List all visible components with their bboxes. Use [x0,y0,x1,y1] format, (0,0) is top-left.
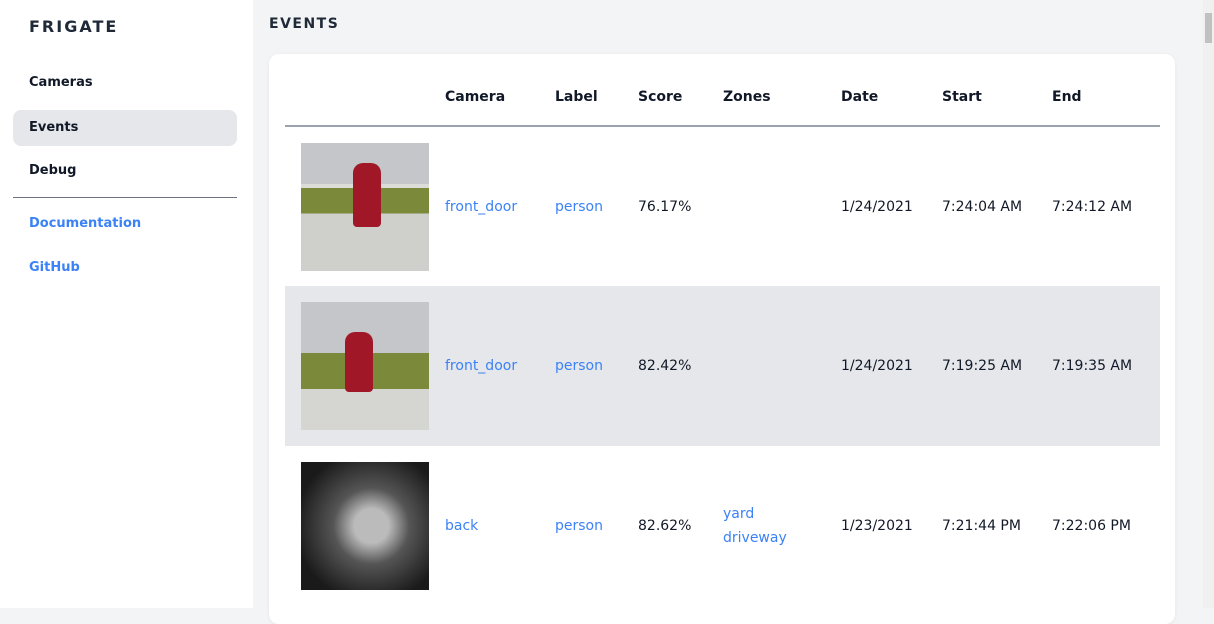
header-score: Score [638,54,723,127]
scrollbar-thumb[interactable] [1205,13,1212,43]
brand-logo: FRIGATE [29,17,119,36]
zones [723,286,841,446]
zones [723,126,841,286]
events-card: Camera Label Score Zones Date Start End … [269,54,1175,624]
label-link[interactable]: person [555,518,603,534]
camera-link[interactable]: back [445,518,479,534]
score: 82.42% [638,286,723,446]
sidebar-item-debug[interactable]: Debug [29,163,77,178]
start-time: 7:21:44 PM [942,518,1021,534]
events-table: Camera Label Score Zones Date Start End … [285,54,1160,606]
sidebar-item-events[interactable]: Events [13,110,237,146]
page-title: EVENTS [269,16,340,32]
start-time: 7:24:04 AM [942,198,1023,215]
end-time: 7:19:35 AM [1052,286,1160,446]
github-link[interactable]: GitHub [29,260,80,275]
score: 82.62% [638,518,692,534]
scrollbar[interactable] [1203,0,1214,608]
table-row[interactable]: front_door person 82.42% 1/24/2021 7:19:… [285,286,1160,446]
date: 1/24/2021 [841,286,942,446]
score: 76.17% [638,198,692,215]
zone-link[interactable]: yard [723,506,755,522]
sidebar-item-cameras[interactable]: Cameras [29,75,93,90]
camera-link[interactable]: front_door [445,198,518,215]
header-zones: Zones [723,54,841,127]
table-row[interactable]: back person 82.62% yard driveway 1/23/202… [285,446,1160,606]
end-time: 7:24:12 AM [1052,198,1133,215]
table-row[interactable]: front_door person 76.17% 1/24/2021 7:24:… [285,126,1160,286]
event-thumbnail[interactable] [301,462,429,590]
camera-link[interactable]: front_door [445,358,518,374]
zone-link[interactable]: driveway [723,530,787,546]
header-thumbnail [285,54,445,127]
header-end: End [1052,54,1160,127]
header-camera: Camera [445,54,555,127]
sidebar-divider [13,197,237,198]
main-content: EVENTS Camera Label Score Zones Date Sta… [253,0,1203,624]
date: 1/24/2021 [841,198,913,215]
date: 1/23/2021 [841,518,913,534]
event-thumbnail[interactable] [301,302,429,430]
sidebar: FRIGATE Cameras Events Debug Documentati… [0,0,253,608]
header-label: Label [555,54,638,127]
label-link[interactable]: person [555,198,603,215]
event-thumbnail[interactable] [301,142,429,271]
header-start: Start [942,54,1052,127]
zones: yard driveway [723,446,841,606]
documentation-link[interactable]: Documentation [29,216,142,231]
label-link[interactable]: person [555,358,603,374]
header-date: Date [841,54,942,127]
table-header-row: Camera Label Score Zones Date Start End [285,54,1160,127]
end-time: 7:22:06 PM [1052,518,1131,534]
start-time: 7:19:25 AM [942,286,1052,446]
